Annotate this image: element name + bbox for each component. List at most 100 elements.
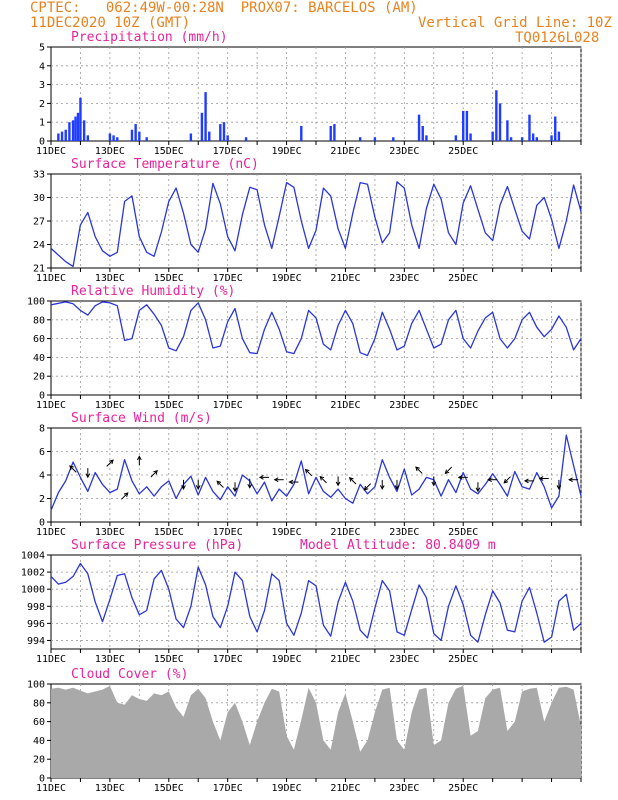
wind-arrow xyxy=(273,477,284,483)
precip-ytick-label: 4 xyxy=(39,61,45,72)
wind-ytick-label: 4 xyxy=(39,471,45,482)
pressure-ytick-label: 1000 xyxy=(21,585,45,596)
rh-xtick-label: 17DEC xyxy=(213,400,243,411)
rh-ytick-label: 0 xyxy=(39,391,45,402)
wind-arrow xyxy=(457,474,468,480)
temp-ytick-label: 24 xyxy=(33,240,45,251)
precip-bar xyxy=(79,97,82,141)
precip-xtick-label: 13DEC xyxy=(95,146,125,157)
wind-arrow-shaft xyxy=(364,483,372,491)
cloud-xtick-label: 15DEC xyxy=(154,783,184,794)
pressure-ytick-label: 994 xyxy=(27,636,45,647)
pressure-xtick-label: 15DEC xyxy=(154,654,184,665)
wind-arrow-head xyxy=(69,465,74,470)
wind-ytick-label: 6 xyxy=(39,447,45,458)
wind-xtick-label: 15DEC xyxy=(154,527,184,538)
wind-xtick-label: 17DEC xyxy=(213,527,243,538)
header-grid-note: Vertical Grid Line: 10Z xyxy=(418,15,612,31)
wind-arrow xyxy=(431,476,437,487)
precip-bar xyxy=(392,137,395,141)
pressure-xtick-label: 19DEC xyxy=(272,654,302,665)
pressure-ytick-label: 1002 xyxy=(21,568,45,579)
wind-xtick-label: 25DEC xyxy=(448,527,478,538)
wind-arrow xyxy=(195,479,201,490)
wind-arrow xyxy=(121,492,129,500)
wind-arrow-head xyxy=(109,459,114,465)
cloud-title: Cloud Cover (%) xyxy=(71,667,188,682)
precip-bar xyxy=(528,114,531,141)
precip-title: Precipitation (mm/h) xyxy=(71,30,228,45)
wind-xtick-label: 19DEC xyxy=(272,527,302,538)
temp-xtick-label: 11DEC xyxy=(36,273,66,284)
wind-arrow xyxy=(85,468,91,479)
pressure-xtick-label: 17DEC xyxy=(213,654,243,665)
precip-bar xyxy=(498,103,502,141)
rh-xtick-label: 21DEC xyxy=(330,400,360,411)
temp-title: Surface Temperature (nC) xyxy=(71,157,259,172)
wind-arrow-head xyxy=(85,473,91,479)
wind-arrow-head xyxy=(556,485,562,490)
wind-ytick-label: 0 xyxy=(39,518,45,529)
precip-xtick-label: 11DEC xyxy=(36,146,66,157)
precip-bar xyxy=(208,131,211,141)
precip-xtick-label: 19DEC xyxy=(272,146,302,157)
wind-arrow-shaft xyxy=(216,480,224,488)
temp-xtick-label: 13DEC xyxy=(95,273,125,284)
precip-bar xyxy=(108,133,112,141)
wind-arrow xyxy=(216,480,224,488)
wind-arrow-head xyxy=(348,476,354,482)
precip-bar xyxy=(116,137,119,141)
cloud-xtick-label: 25DEC xyxy=(448,783,478,794)
wind-arrow-head xyxy=(319,475,325,481)
precip-ytick-label: 5 xyxy=(39,43,45,54)
wind-arrow-head xyxy=(335,481,341,487)
pressure-ytick-label: 998 xyxy=(27,602,45,613)
wind-arrow xyxy=(503,476,511,484)
wind-arrow-shaft xyxy=(305,469,313,477)
precip-panel: Precipitation (mm/h) 0 1 2 3 4 5 11DEC 13DEC 15DE… xyxy=(36,30,582,157)
precip-bar xyxy=(71,120,75,141)
header-code: TQ0126L028 xyxy=(515,30,600,46)
wind-arrow-head xyxy=(431,481,437,487)
cloud-xtick-label: 23DEC xyxy=(389,783,419,794)
cloud-xtick-label: 13DEC xyxy=(95,783,125,794)
precip-bar xyxy=(550,135,553,141)
wind-xtick-label: 21DEC xyxy=(330,527,360,538)
cloud-xtick-label: 11DEC xyxy=(36,783,66,794)
wind-arrow xyxy=(304,468,313,477)
rh-xtick-label: 15DEC xyxy=(154,400,184,411)
precip-bar xyxy=(82,120,86,141)
precip-bar xyxy=(112,135,115,141)
rh-xtick-label: 13DEC xyxy=(95,400,125,411)
wind-arrow xyxy=(444,466,453,475)
pressure-title: Surface Pressure (hPa) xyxy=(71,538,243,553)
temp-ytick-label: 33 xyxy=(33,170,45,181)
wind-arrow xyxy=(232,482,238,493)
precip-ytick-label: 0 xyxy=(39,137,45,148)
wind-arrow-shaft xyxy=(319,476,327,484)
wind-arrow-head xyxy=(503,478,509,484)
cloud-ytick-label: 20 xyxy=(33,755,45,766)
cloud-ytick-label: 60 xyxy=(33,717,45,728)
precip-xtick-label: 17DEC xyxy=(213,146,243,157)
wind-arrow-head xyxy=(568,477,573,483)
wind-arrow xyxy=(258,474,269,480)
precip-bar xyxy=(74,116,77,141)
precip-bar xyxy=(222,122,226,141)
temp-xtick-label: 15DEC xyxy=(154,273,184,284)
wind-arrow-shaft xyxy=(415,466,423,474)
precip-bar xyxy=(76,112,80,141)
precip-bar xyxy=(491,131,494,141)
temp-ytick-label: 27 xyxy=(33,217,45,228)
precip-bar xyxy=(469,133,472,141)
precip-bar xyxy=(557,131,561,141)
wind-series-line xyxy=(50,434,582,511)
wind-arrow-shaft xyxy=(106,459,114,467)
precip-bar xyxy=(506,120,509,141)
wind-arrow xyxy=(415,466,423,474)
precip-bar xyxy=(373,137,377,141)
precip-bar xyxy=(465,110,469,141)
precip-bar xyxy=(329,125,332,141)
rh-xtick-label: 25DEC xyxy=(448,400,478,411)
wind-xtick-label: 11DEC xyxy=(36,527,66,538)
